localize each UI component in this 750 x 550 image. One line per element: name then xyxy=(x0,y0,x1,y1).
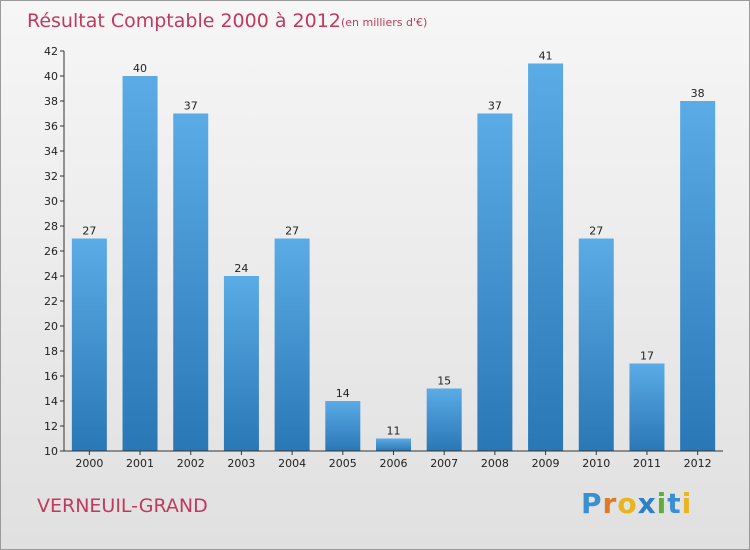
x-tick-label: 2012 xyxy=(684,457,712,470)
bar-value-label: 27 xyxy=(589,225,603,238)
bar-value-label: 14 xyxy=(336,387,350,400)
bars: 27 40 37 24 27 14 11 15 37 41 27 17 38 xyxy=(71,50,716,451)
y-tick-label: 42 xyxy=(44,45,58,58)
brand-letter: o xyxy=(617,487,638,520)
brand-letter: x xyxy=(637,487,657,520)
y-tick-label: 38 xyxy=(44,95,58,108)
bar-2006 xyxy=(376,438,411,451)
x-tick-label: 2001 xyxy=(126,457,154,470)
bar-2004 xyxy=(274,238,310,451)
bar-2000 xyxy=(71,238,107,451)
y-tick-label: 22 xyxy=(44,295,58,308)
y-tick-label: 32 xyxy=(44,170,58,183)
brand-letter: t xyxy=(667,487,682,520)
bar-value-label: 40 xyxy=(133,62,147,75)
bar-value-label: 17 xyxy=(640,350,654,363)
y-tick-label: 30 xyxy=(44,195,58,208)
bar-value-label: 11 xyxy=(387,425,401,438)
x-tick-label: 2009 xyxy=(532,457,560,470)
brand-letter: r xyxy=(602,487,618,520)
y-tick-label: 28 xyxy=(44,220,58,233)
y-tick-label: 16 xyxy=(44,370,58,383)
x-tick-label: 2003 xyxy=(227,457,255,470)
bar-2008 xyxy=(477,113,513,451)
bar-value-label: 27 xyxy=(285,225,299,238)
x-tick-label: 2000 xyxy=(75,457,103,470)
bar-2003 xyxy=(223,276,259,451)
x-tick-label: 2002 xyxy=(177,457,205,470)
bar-value-label: 38 xyxy=(691,87,705,100)
bar-value-label: 27 xyxy=(82,225,96,238)
y-axis: 10 12 14 16 18 20 22 24 26 28 30 32 34 36 38 40 42 xyxy=(44,45,65,458)
chart-title: Résultat Comptable 2000 à 2012 xyxy=(27,10,341,32)
brand-letter: i xyxy=(681,487,693,520)
y-tick-label: 10 xyxy=(44,445,58,458)
y-tick-label: 34 xyxy=(44,145,58,158)
bar-2005 xyxy=(325,401,361,451)
y-tick-label: 26 xyxy=(44,245,58,258)
bar-2001 xyxy=(122,76,158,451)
bar-2007 xyxy=(426,388,462,451)
bar-2010 xyxy=(578,238,614,451)
bar-2002 xyxy=(173,113,209,451)
x-tick-label: 2005 xyxy=(329,457,357,470)
y-tick-label: 14 xyxy=(44,395,58,408)
y-tick-label: 18 xyxy=(44,345,58,358)
y-tick-label: 24 xyxy=(44,270,58,283)
bar-value-label: 24 xyxy=(234,262,248,275)
bar-value-label: 37 xyxy=(184,100,198,113)
y-tick-label: 20 xyxy=(44,320,58,333)
chart-subtitle: (en milliers d'€) xyxy=(341,16,427,29)
place-name: VERNEUIL-GRAND xyxy=(37,495,208,517)
bar-value-label: 15 xyxy=(437,375,451,388)
bar-2012 xyxy=(680,101,716,451)
bar-value-label: 37 xyxy=(488,100,502,113)
bar-2009 xyxy=(528,63,564,451)
brand-logo: Proxiti xyxy=(581,487,692,520)
bar-2011 xyxy=(629,363,665,451)
x-tick-label: 2004 xyxy=(278,457,306,470)
x-axis: 2000 2001 2002 2003 2004 2005 2006 2007 2008 2009… xyxy=(64,450,723,470)
y-tick-label: 12 xyxy=(44,420,58,433)
x-tick-label: 2010 xyxy=(582,457,610,470)
x-tick-label: 2006 xyxy=(380,457,408,470)
bar-value-label: 41 xyxy=(539,50,553,63)
brand-letter: P xyxy=(581,487,603,520)
y-tick-label: 36 xyxy=(44,120,58,133)
x-tick-label: 2011 xyxy=(633,457,661,470)
brand-letter: i xyxy=(656,487,668,520)
y-tick-label: 40 xyxy=(44,70,58,83)
x-tick-label: 2008 xyxy=(481,457,509,470)
x-tick-label: 2007 xyxy=(430,457,458,470)
